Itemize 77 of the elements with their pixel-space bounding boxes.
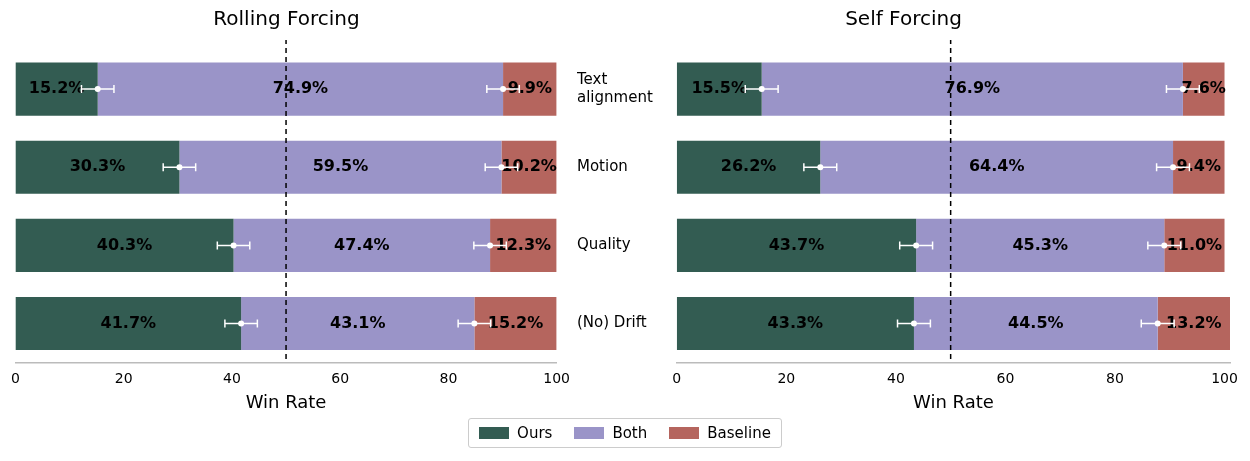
x-tick-label: 60 [996, 369, 1015, 386]
bar [15, 140, 180, 194]
bar [676, 296, 914, 351]
bar [97, 62, 504, 116]
point [471, 320, 478, 327]
y-tick-label: Text alignment [576, 69, 653, 106]
data-label: 41.7% [100, 312, 157, 332]
point [1154, 320, 1161, 327]
data-label: 9.4% [1176, 156, 1221, 176]
y-tick-label: Quality [577, 235, 631, 254]
x-tick-label: 20 [777, 369, 796, 386]
data-label: 47.4% [334, 234, 390, 254]
bar [15, 296, 242, 351]
x-tick-label: 40 [223, 369, 241, 386]
bar [15, 62, 98, 116]
legend-label: Baseline [707, 424, 771, 442]
x-tick-label: 20 [114, 369, 133, 386]
point [1170, 164, 1177, 171]
legend-label: Ours [517, 424, 553, 442]
x-tick-label: 40 [886, 369, 905, 386]
bar [241, 296, 475, 351]
data-label: 15.5% [691, 78, 747, 98]
data-label: 44.5% [1008, 312, 1064, 332]
data-label: 43.1% [330, 312, 386, 332]
bar [820, 140, 1174, 194]
data-label: 43.7% [768, 234, 825, 254]
data-label: 13.2% [1166, 312, 1222, 332]
chart-title: Self Forcing [845, 6, 962, 31]
data-label: 64.4% [968, 156, 1025, 176]
data-label: 76.9% [944, 78, 1001, 98]
point [910, 320, 917, 327]
point [817, 164, 824, 171]
chart-title: Rolling Forcing [213, 6, 360, 31]
data-label: 26.2% [720, 156, 777, 176]
data-label: 59.5% [312, 156, 369, 176]
point [913, 242, 920, 249]
data-label: 15.2% [487, 312, 544, 332]
y-tick-label: (No) Drift [577, 313, 647, 332]
bar [474, 296, 557, 351]
bar [676, 218, 917, 272]
x-tick-label: 100 [543, 369, 571, 386]
point [230, 242, 237, 249]
bar [676, 62, 762, 116]
point [1161, 242, 1168, 249]
x-axis-title: Win Rate [912, 390, 994, 412]
data-label: 30.3% [69, 156, 126, 176]
bar [179, 140, 502, 194]
data-label: 43.3% [767, 312, 824, 332]
data-label: 74.9% [272, 78, 329, 98]
bar [916, 218, 1165, 272]
data-label: 10.2% [501, 156, 557, 176]
point [176, 164, 183, 171]
point [500, 86, 507, 93]
bar [913, 296, 1158, 351]
legend-label: Both [612, 424, 648, 442]
y-tick-label: Motion [577, 157, 628, 176]
bar [233, 218, 491, 272]
x-tick-label: 0 [672, 369, 682, 386]
x-tick-label: 80 [439, 369, 458, 386]
point [487, 242, 494, 249]
x-tick-label: 0 [10, 369, 20, 386]
data-label: 11.0% [1166, 234, 1223, 254]
bar [761, 62, 1183, 116]
point [94, 86, 101, 93]
x-tick-label: 100 [1211, 369, 1238, 386]
x-tick-label: 80 [1106, 369, 1124, 386]
data-label: 9.9% [507, 78, 553, 98]
x-axis-title: Win Rate [245, 390, 327, 412]
bar [15, 218, 234, 272]
data-label: 15.2% [28, 78, 85, 98]
data-label: 40.3% [96, 234, 153, 254]
point [758, 86, 765, 93]
bar [676, 140, 821, 194]
point [238, 320, 245, 327]
data-label: 12.3% [495, 234, 552, 254]
data-label: 45.3% [1012, 234, 1068, 254]
x-tick-label: 60 [331, 369, 350, 386]
